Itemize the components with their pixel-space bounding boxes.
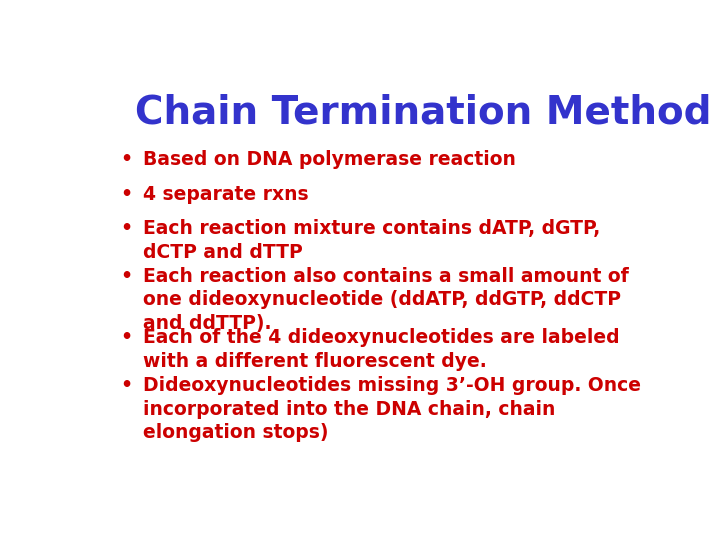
Text: Based on DNA polymerase reaction: Based on DNA polymerase reaction <box>143 150 516 169</box>
Text: •: • <box>121 376 132 395</box>
Text: Each of the 4 dideoxynucleotides are labeled
with a different fluorescent dye.: Each of the 4 dideoxynucleotides are lab… <box>143 328 620 371</box>
Text: Each reaction mixture contains dATP, dGTP,
dCTP and dTTP: Each reaction mixture contains dATP, dGT… <box>143 219 600 261</box>
Text: •: • <box>121 150 132 169</box>
Text: •: • <box>121 328 132 347</box>
Text: Dideoxynucleotides missing 3’-OH group. Once
incorporated into the DNA chain, ch: Dideoxynucleotides missing 3’-OH group. … <box>143 376 641 442</box>
Text: 4 separate rxns: 4 separate rxns <box>143 185 309 204</box>
Text: •: • <box>121 219 132 238</box>
Text: •: • <box>121 267 132 286</box>
Text: Chain Termination Method: Chain Termination Method <box>135 94 711 132</box>
Text: Each reaction also contains a small amount of
one dideoxynucleotide (ddATP, ddGT: Each reaction also contains a small amou… <box>143 267 629 333</box>
Text: •: • <box>121 185 132 204</box>
